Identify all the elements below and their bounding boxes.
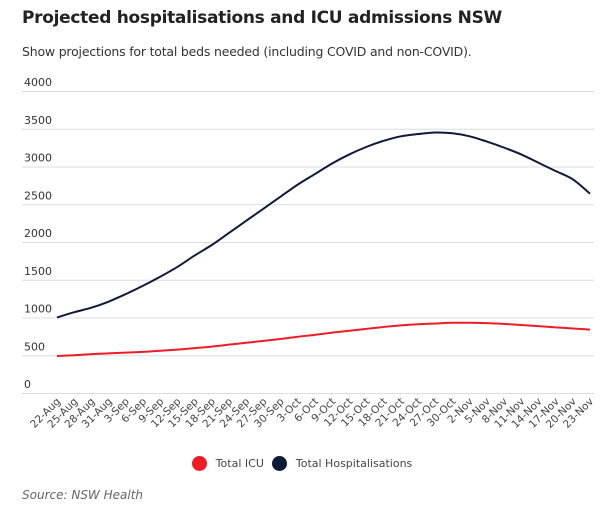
legend-label-icu: Total ICU [215, 457, 264, 470]
legend-swatch-icu [191, 456, 207, 471]
series-line-total-icu[interactable] [56, 321, 591, 358]
legend: Total ICU Total Hospitalisations [0, 456, 604, 471]
legend-item-hospitalisations[interactable]: Total Hospitalisations [271, 456, 413, 471]
legend-item-icu[interactable]: Total ICU [191, 456, 264, 471]
y-tick-label: 0 [24, 378, 31, 391]
y-tick-label: 3000 [24, 152, 52, 165]
line-chart: 0 500 1000 1500 2000 2500 3000 3500 4000 22-Aug2… [22, 76, 596, 431]
legend-swatch-hospitalisations [271, 456, 287, 471]
series-line-total-hospitalisations[interactable] [56, 131, 591, 319]
chart-subtitle: Show projections for total beds needed (… [22, 44, 472, 59]
y-tick-label: 500 [24, 340, 45, 353]
y-tick-label: 1000 [24, 303, 52, 316]
gridlines [22, 91, 594, 394]
y-tick-label: 2500 [24, 189, 52, 202]
legend-label-hospitalisations: Total Hospitalisations [295, 457, 413, 470]
y-tick-label: 3500 [24, 114, 52, 127]
y-tick-label: 1500 [24, 265, 52, 278]
series-lines [56, 131, 591, 358]
y-tick-label: 2000 [24, 227, 52, 240]
chart-title: Projected hospitalisations and ICU admis… [22, 8, 502, 28]
source-note: Source: NSW Health [22, 488, 144, 502]
y-tick-label: 4000 [24, 76, 52, 89]
y-axis-ticks: 0 500 1000 1500 2000 2500 3000 3500 4000 [24, 76, 52, 391]
x-axis-ticks: 22-Aug25-Aug28-Aug31-Aug3-Sep6-Sep9-Sep1… [28, 395, 596, 430]
